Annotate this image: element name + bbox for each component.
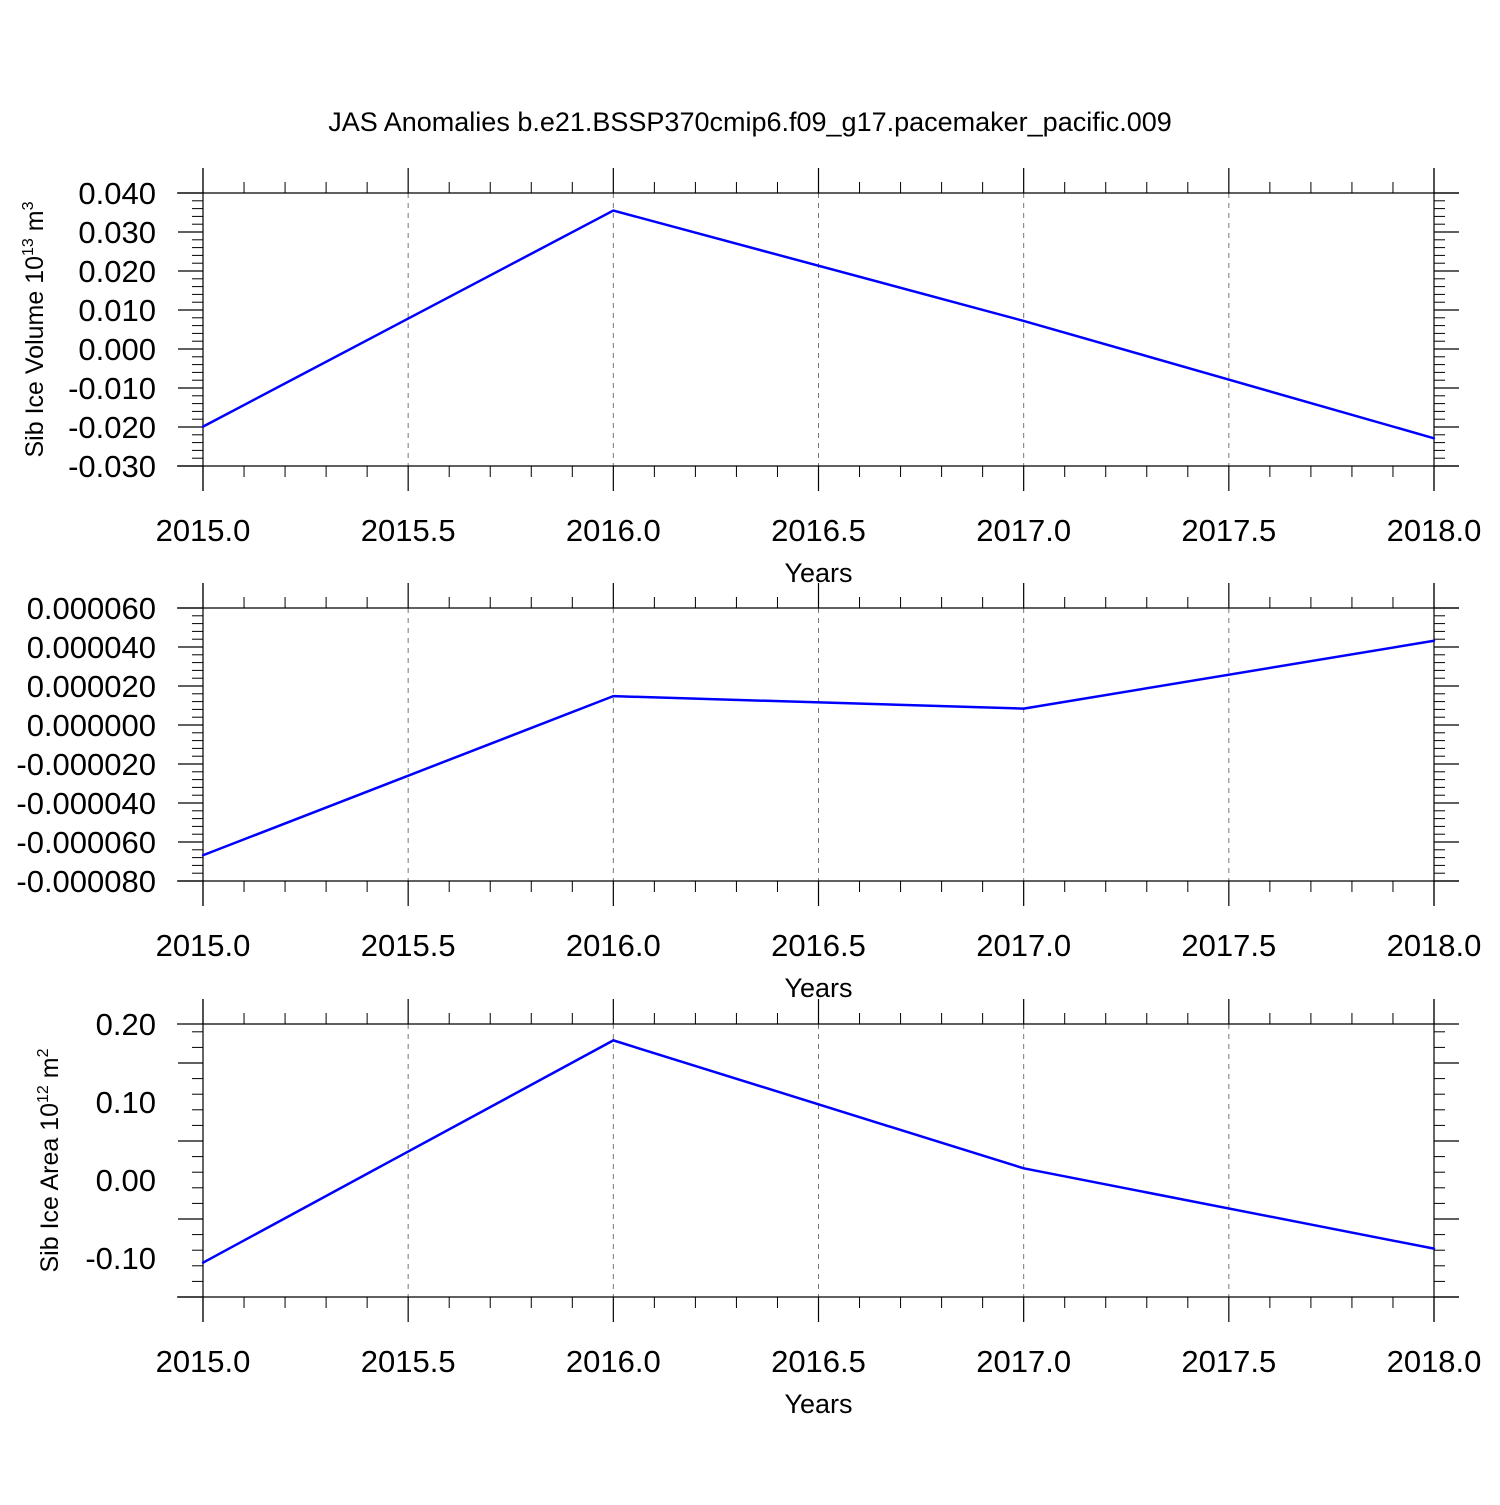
- x-tick-label: 2016.0: [566, 928, 661, 963]
- y-axis-label-superscript: 2: [35, 1048, 52, 1057]
- x-tick-label: 2017.0: [976, 513, 1071, 548]
- y-tick-label: 0.020: [78, 254, 156, 289]
- x-tick-label: 2015.5: [361, 513, 456, 548]
- y-tick-label: 0.010: [78, 293, 156, 328]
- data-point: [1432, 437, 1436, 440]
- x-tick-label: 2016.5: [771, 1344, 866, 1379]
- y-axis-label-superscript: 13: [20, 238, 37, 256]
- x-axis-label: Years: [784, 973, 852, 1003]
- series-line: [202, 1039, 1435, 1264]
- y-tick-label: -0.030: [68, 449, 156, 484]
- y-tick-label: -0.010: [68, 371, 156, 406]
- data-point: [1022, 1167, 1025, 1170]
- y-axis-label-superscript: 12: [35, 1085, 52, 1103]
- data-point: [612, 1039, 615, 1042]
- x-tick-label: 2016.0: [566, 1344, 661, 1379]
- data-point: [1022, 319, 1025, 323]
- data-point: [1432, 639, 1436, 642]
- y-tick-label: 0.00: [96, 1163, 156, 1198]
- series-line: [202, 209, 1435, 440]
- y-tick-label: 0.030: [78, 215, 156, 250]
- x-tick-label: 2016.5: [771, 513, 866, 548]
- x-tick-label: 2017.0: [976, 928, 1071, 963]
- y-tick-label: -0.000060: [16, 825, 156, 860]
- y-tick-label: 0.000040: [27, 630, 156, 665]
- chart-panel-1: 2015.0 2015.5 2016.0 2016.5 2017.0 2017.5 2018…: [20, 168, 1481, 588]
- y-tick-label: 0.000: [78, 332, 156, 367]
- y-axis-label: Sib Ice Area 1012 m2: [35, 1048, 64, 1272]
- y-tick-label: -0.000040: [16, 786, 156, 821]
- x-tick-label: 2016.5: [771, 928, 866, 963]
- y-axis-label-text: m: [36, 1057, 64, 1085]
- x-tick-label: 2017.5: [1181, 513, 1276, 548]
- y-tick-label: 0.040: [78, 176, 156, 211]
- data-point: [1022, 707, 1025, 710]
- x-axis-label: Years: [784, 1389, 852, 1419]
- y-tick-label: -0.000080: [16, 864, 156, 899]
- y-axis-label-text: Sib Ice Volume 10: [21, 256, 49, 458]
- y-tick-label: -0.10: [85, 1241, 156, 1276]
- x-tick-label: 2015.0: [156, 513, 251, 548]
- data-point: [201, 1261, 205, 1264]
- y-axis-label: Sib Ice Volume 1013 m3: [20, 201, 49, 457]
- x-tick-label: 2015.5: [361, 1344, 456, 1379]
- y-tick-label: 0.000020: [27, 669, 156, 704]
- data-point: [1432, 1247, 1436, 1250]
- y-tick-label: -0.000020: [16, 747, 156, 782]
- x-tick-label: 2015.0: [156, 1344, 251, 1379]
- x-tick-label: 2018.0: [1387, 1344, 1482, 1379]
- data-point: [612, 209, 615, 212]
- data-point: [201, 425, 205, 428]
- x-tick-label: 2017.5: [1181, 1344, 1276, 1379]
- x-tick-label: 2017.5: [1181, 928, 1276, 963]
- y-tick-label: -0.020: [68, 410, 156, 445]
- y-tick-label: 0.000060: [27, 591, 156, 626]
- y-axis-label-text: m: [21, 210, 49, 238]
- x-tick-label: 2015.5: [361, 928, 456, 963]
- y-axis-label-text: Sib Ice Area 10: [36, 1103, 64, 1273]
- x-tick-label: 2016.0: [566, 513, 661, 548]
- data-point: [612, 694, 615, 698]
- chart-panel-2: 2015.0 2015.5 2016.0 2016.5 2017.0 2017.5 2018…: [16, 583, 1481, 1003]
- chart-panel-3: 2015.0 2015.5 2016.0 2016.5 2017.0 2017.5 2018…: [35, 999, 1481, 1419]
- y-tick-label: 0.000000: [27, 708, 156, 743]
- x-tick-label: 2018.0: [1387, 513, 1482, 548]
- x-tick-label: 2017.0: [976, 1344, 1071, 1379]
- y-axis-label-superscript: 3: [20, 201, 37, 210]
- x-tick-label: 2015.0: [156, 928, 251, 963]
- x-tick-label: 2018.0: [1387, 928, 1482, 963]
- y-tick-label: 0.20: [96, 1007, 156, 1042]
- data-point: [201, 854, 205, 857]
- series-line: [202, 639, 1435, 857]
- chart-title: JAS Anomalies b.e21.BSSP370cmip6.f09_g17…: [328, 107, 1172, 137]
- y-tick-label: 0.10: [96, 1085, 156, 1120]
